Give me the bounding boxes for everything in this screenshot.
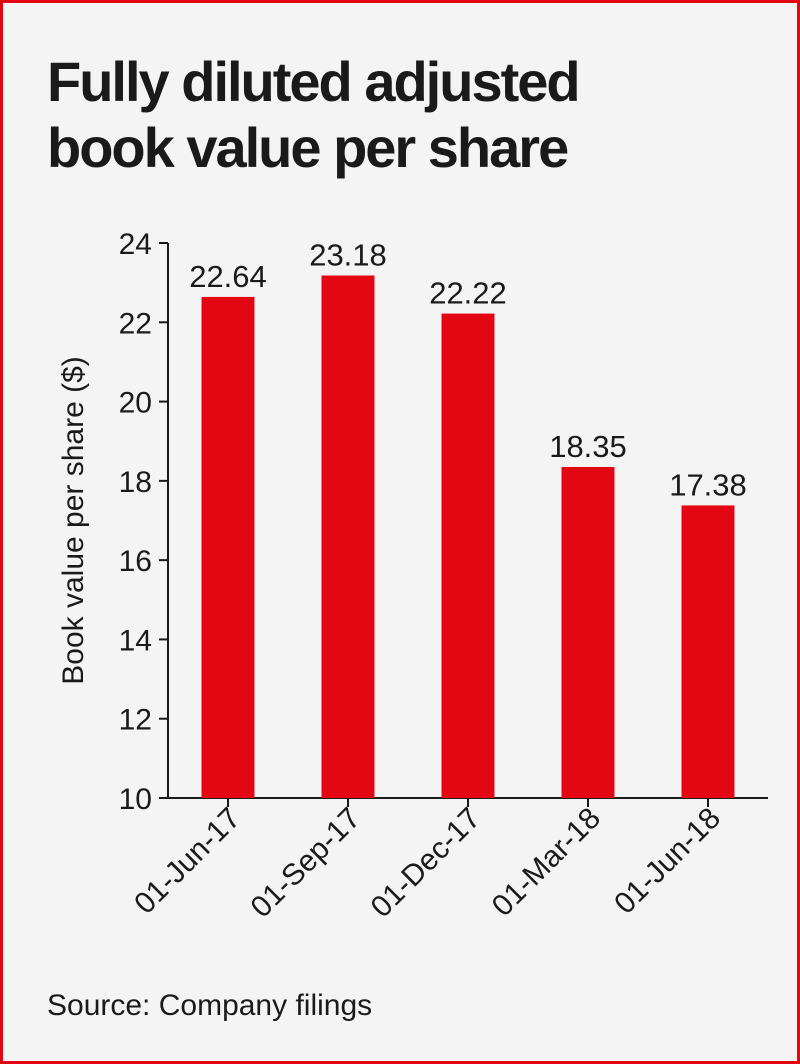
bar xyxy=(201,296,255,798)
data-label: 23.18 xyxy=(309,238,387,273)
y-tick-label: 16 xyxy=(119,545,152,578)
bar xyxy=(681,505,735,798)
y-tick-label: 10 xyxy=(119,783,152,816)
y-tick-label: 14 xyxy=(119,624,152,657)
y-tick-label: 20 xyxy=(119,387,152,420)
bar xyxy=(561,466,615,798)
data-label: 17.38 xyxy=(669,467,747,502)
data-label: 18.35 xyxy=(549,429,627,464)
category-label: 01-Mar-18 xyxy=(486,802,607,923)
y-tick-label: 18 xyxy=(119,466,152,499)
source-note: Source: Company filings xyxy=(47,989,373,1022)
chart-title: Fully diluted adjusted book value per sh… xyxy=(47,50,581,179)
y-tick-label: 22 xyxy=(119,307,152,340)
bar-chart: 10 12 14 16 18 20 22 24 Book value per share ($)… xyxy=(57,228,768,924)
y-tick-label: 12 xyxy=(119,704,152,737)
data-label: 22.22 xyxy=(429,276,507,311)
category-label: 01-Sep-17 xyxy=(245,802,367,924)
bar xyxy=(441,313,495,798)
data-label: 22.64 xyxy=(189,259,267,294)
category-label: 01-Dec-17 xyxy=(365,802,487,924)
y-axis-label: Book value per share ($) xyxy=(57,356,90,685)
y-tick-label: 24 xyxy=(119,228,152,261)
category-label: 01-Jun-17 xyxy=(128,802,247,921)
category-label: 01-Jun-18 xyxy=(608,802,727,921)
bar xyxy=(321,275,375,798)
